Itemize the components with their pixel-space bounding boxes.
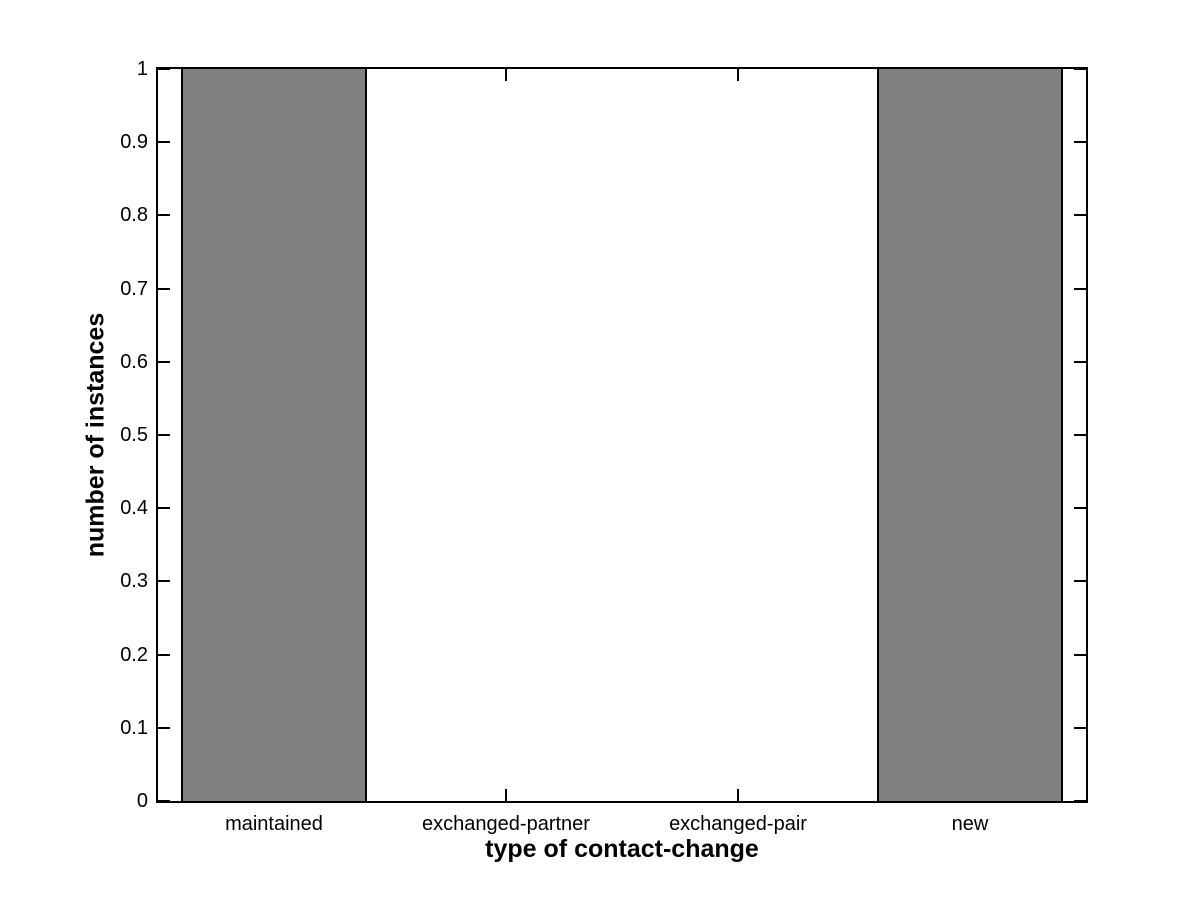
y-axis-tick (158, 141, 170, 144)
y-axis-tick-right (1074, 434, 1086, 436)
y-axis-tick (158, 580, 170, 583)
bar-maintained (181, 67, 367, 803)
y-axis-tick (158, 507, 170, 510)
x-axis-tick (737, 789, 739, 801)
y-tick-label: 0.4 (120, 497, 148, 520)
plot-area (156, 67, 1088, 803)
x-axis-tick-top (737, 69, 739, 81)
x-tick-label: maintained (225, 813, 323, 835)
bar-new (877, 67, 1063, 803)
y-axis-tick-right (1074, 287, 1086, 290)
y-axis-tick-right (1074, 726, 1086, 729)
y-axis-tick-right (1074, 800, 1086, 802)
y-axis-tick-right (1074, 360, 1086, 363)
y-axis-tick-right (1074, 507, 1086, 510)
y-axis-tick (158, 653, 170, 656)
x-axis-label: type of contact-change (485, 835, 759, 863)
y-axis-tick (158, 214, 170, 217)
y-tick-label: 0.3 (120, 570, 148, 593)
y-tick-label: 0.8 (120, 204, 148, 227)
y-tick-label: 0.2 (120, 643, 148, 666)
y-tick-label: 0 (136, 790, 148, 812)
y-axis-tick-right (1074, 653, 1086, 656)
x-tick-label: new (951, 813, 989, 835)
y-tick-label: 0.5 (120, 424, 148, 446)
y-axis-tick (158, 800, 170, 802)
x-tick-label: exchanged-pair (669, 813, 807, 835)
y-axis-tick (158, 68, 170, 70)
y-axis-tick-right (1074, 141, 1086, 144)
y-axis-tick-right (1074, 68, 1086, 70)
y-axis-tick (158, 434, 170, 436)
y-tick-label: 0.7 (120, 277, 148, 300)
y-tick-label: 0.9 (120, 131, 148, 154)
x-axis-tick (505, 789, 507, 801)
y-axis-tick-right (1074, 580, 1086, 583)
y-axis-tick (158, 287, 170, 290)
y-tick-label: 1 (136, 58, 148, 80)
x-axis-tick-top (505, 69, 507, 81)
y-tick-label: 0.1 (120, 716, 148, 739)
x-tick-label: exchanged-partner (422, 813, 590, 835)
y-axis-tick (158, 726, 170, 729)
y-axis-tick (158, 360, 170, 363)
y-tick-label: 0.6 (120, 350, 148, 373)
y-axis-tick-right (1074, 214, 1086, 217)
